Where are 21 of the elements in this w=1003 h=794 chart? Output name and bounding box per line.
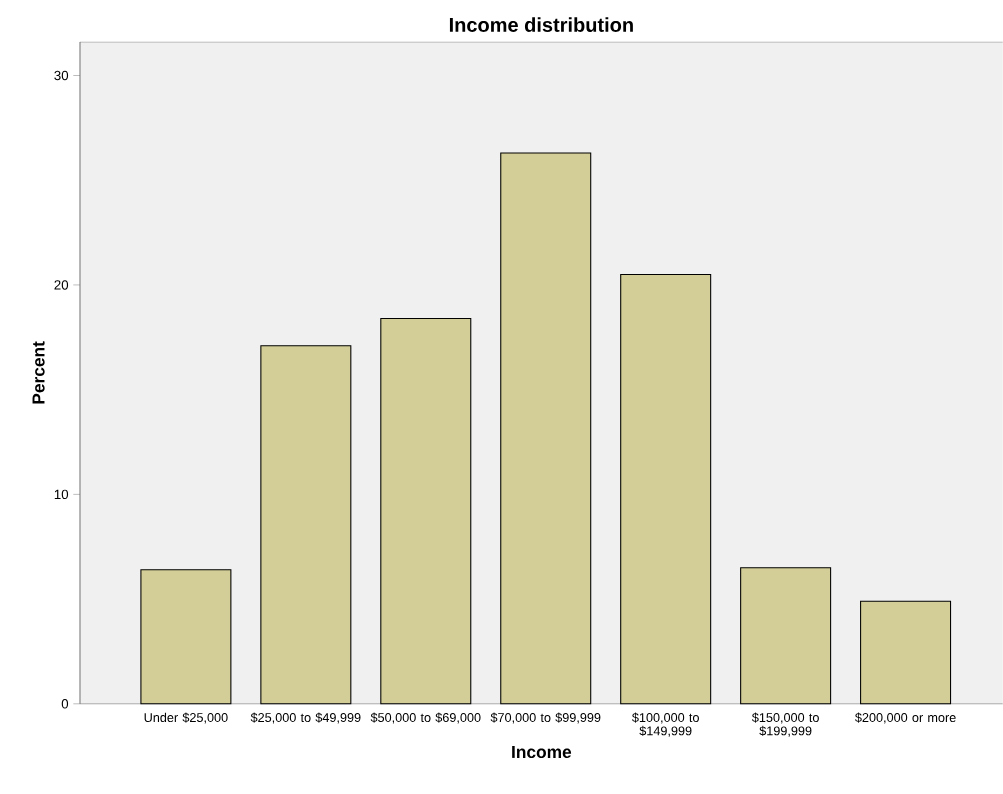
bar [620,274,712,705]
y-tick-label: 30 [54,70,69,81]
y-tick-label: 10 [54,489,69,500]
y-tick-label: 20 [54,280,69,290]
x-tick-label: Under $25,000 [144,712,228,724]
x-tick-label: $150,000 to $199,999 [751,712,819,737]
y-tick-label: 0 [61,699,69,709]
x-tick-label: $50,000 to $69,000 [370,712,481,724]
y-axis-title: Percent [32,341,45,404]
x-tick-label: $200,000 or more [855,712,956,724]
x-tick-label: $100,000 to $149,999 [632,712,699,737]
bar [380,318,472,705]
bar [860,600,952,705]
bar [140,569,232,705]
bar [740,567,832,705]
x-axis-title: Income [512,746,572,759]
bar [500,152,592,705]
chart-title: Income distribution [449,17,633,33]
bar [260,345,352,705]
x-tick-label: $25,000 to $49,999 [250,712,361,724]
x-tick-label: $70,000 to $99,999 [490,712,601,724]
